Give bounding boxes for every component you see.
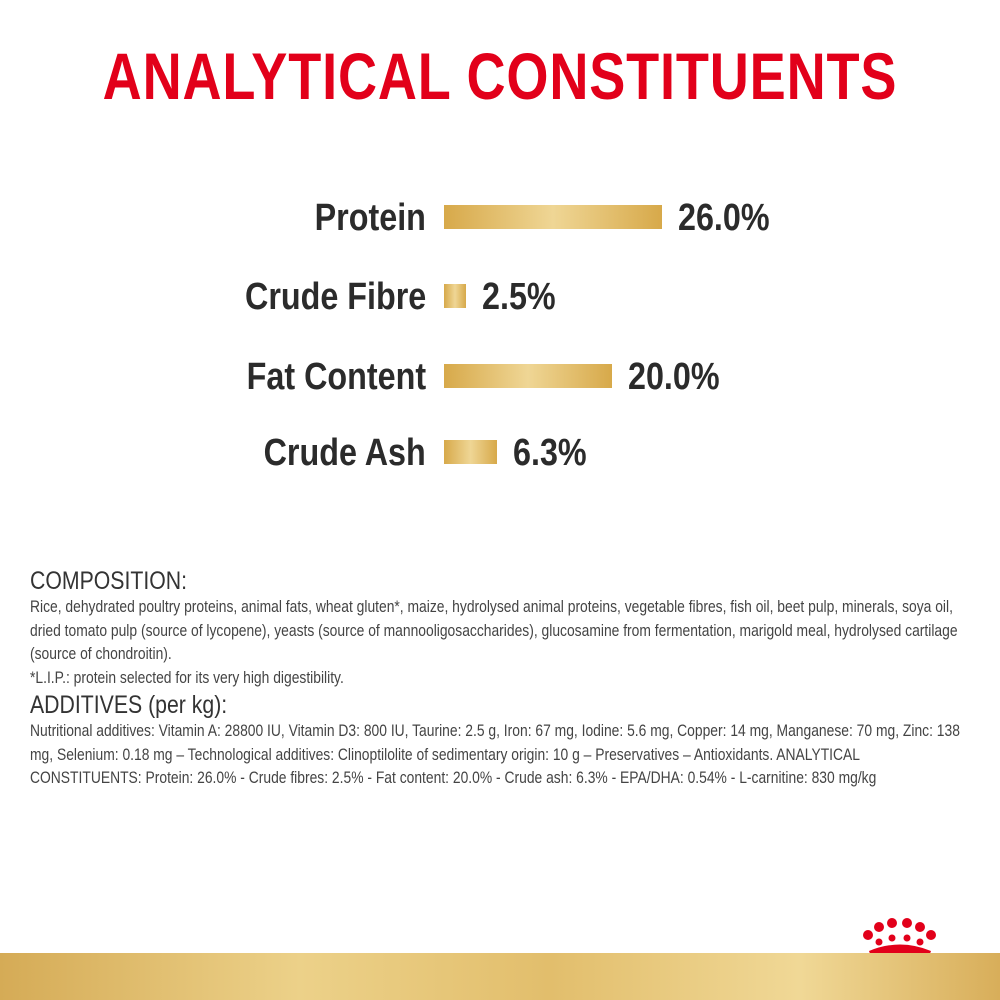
additives-heading: ADDITIVES (per kg): bbox=[30, 691, 228, 719]
chart-bar bbox=[444, 284, 466, 308]
additives-text: Nutritional additives: Vitamin A: 28800 … bbox=[30, 722, 960, 787]
info-text-block: COMPOSITION: Rice, dehydrated poultry pr… bbox=[30, 566, 990, 791]
data-label: 26.0% bbox=[678, 197, 770, 239]
category-label: Fat Content bbox=[246, 356, 426, 398]
category-label: Crude Fibre bbox=[244, 276, 426, 318]
composition-heading: COMPOSITION: bbox=[30, 567, 188, 595]
chart-bar bbox=[444, 440, 497, 464]
data-label: 2.5% bbox=[482, 276, 556, 318]
composition-footnote: *L.I.P.: protein selected for its very h… bbox=[30, 668, 344, 687]
footer-gold-band bbox=[0, 953, 1000, 1000]
category-label: Crude Ash bbox=[263, 432, 426, 474]
chart-row: Crude Ash 6.3% bbox=[0, 428, 1000, 478]
chart-row: Crude Fibre 2.5% bbox=[0, 272, 1000, 322]
composition-text: Rice, dehydrated poultry proteins, anima… bbox=[30, 598, 958, 663]
category-label: Protein bbox=[314, 197, 426, 239]
data-label: 20.0% bbox=[628, 356, 720, 398]
chart-row: Protein 26.0% bbox=[0, 193, 1000, 243]
chart-bar bbox=[444, 364, 612, 388]
data-label: 6.3% bbox=[513, 432, 587, 474]
page-title: ANALYTICAL CONSTITUENTS bbox=[102, 39, 898, 113]
chart-row: Fat Content 20.0% bbox=[0, 352, 1000, 402]
chart-bar bbox=[444, 205, 662, 229]
